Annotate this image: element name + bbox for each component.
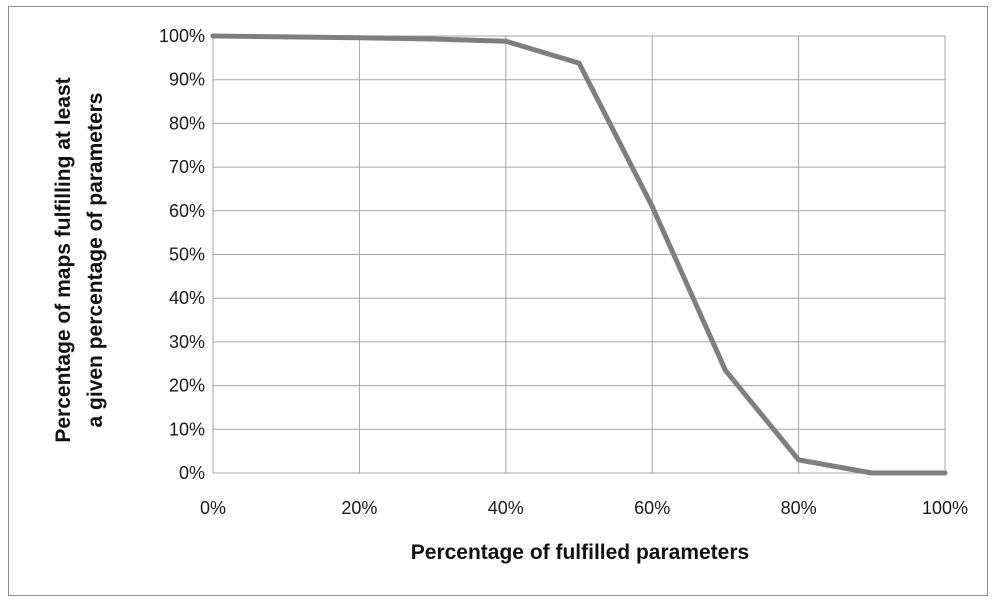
data-point-0	[210, 33, 216, 39]
y-tick-label-9: 90%	[169, 70, 205, 90]
x-tick-label-2: 40%	[488, 498, 524, 518]
y-tick-label-2: 20%	[169, 376, 205, 396]
x-tick-label-4: 80%	[781, 498, 817, 518]
data-point-5	[576, 60, 582, 66]
y-tick-label-5: 50%	[169, 245, 205, 265]
y-tick-labels: 0% 10% 20% 30% 40% 50% 60% 70% 80% 90% 100%	[159, 26, 205, 483]
data-point-8	[796, 457, 802, 463]
y-tick-label-6: 60%	[169, 201, 205, 221]
y-axis-title-group: Percentage of maps fulfilling at least a…	[52, 77, 107, 442]
chart-frame	[8, 6, 988, 596]
y-tick-label-4: 40%	[169, 288, 205, 308]
x-tick-label-3: 60%	[634, 498, 670, 518]
y-tick-label-3: 30%	[169, 332, 205, 352]
data-point-7	[722, 367, 728, 373]
data-point-3	[430, 36, 436, 42]
y-tick-label-1: 10%	[169, 419, 205, 439]
x-axis-title: Percentage of fulfilled parameters	[411, 541, 749, 564]
y-tick-label-10: 100%	[159, 26, 205, 46]
data-point-6	[649, 203, 655, 209]
data-point-2	[356, 35, 362, 41]
data-point-9	[869, 470, 875, 476]
y-axis-title-line-2: a given percentage of parameters	[84, 93, 107, 428]
y-axis-title-line-1: Percentage of maps fulfilling at least	[52, 77, 75, 442]
series-group	[210, 33, 948, 476]
x-tick-label-0: 0%	[200, 498, 226, 518]
x-tick-label-5: 100%	[922, 498, 968, 518]
x-tick-label-1: 20%	[341, 498, 377, 518]
y-tick-label-8: 80%	[169, 113, 205, 133]
y-tick-label-0: 0%	[179, 463, 205, 483]
y-tick-label-7: 70%	[169, 157, 205, 177]
grid-lines	[212, 35, 946, 474]
data-point-4	[503, 38, 509, 44]
data-point-1	[283, 34, 289, 40]
x-tick-labels: 0% 20% 40% 60% 80% 100%	[200, 498, 968, 518]
data-point-10	[942, 470, 948, 476]
